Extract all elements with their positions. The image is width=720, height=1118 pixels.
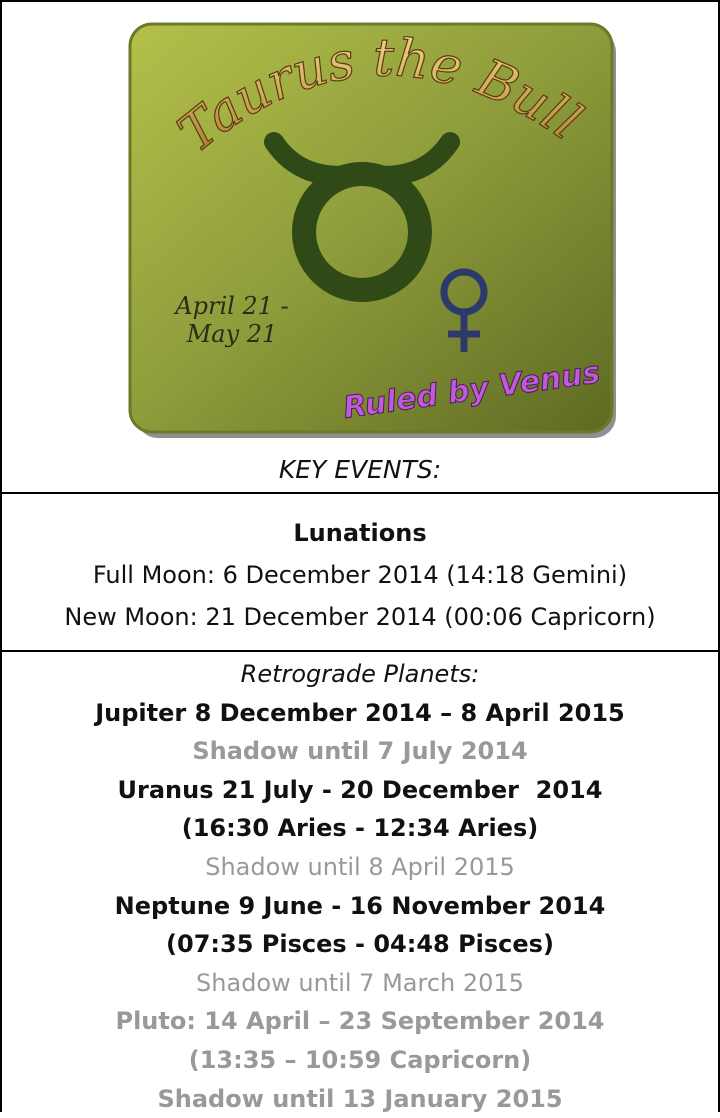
line: (13:35 – 10:59 Capricorn) <box>2 1041 718 1080</box>
lunations-cell: Lunations Full Moon: 6 December 2014 (14… <box>2 494 718 652</box>
line: (16:30 Aries - 12:34 Aries) <box>2 809 718 848</box>
line: Neptune 9 June - 16 November 2014 <box>2 887 718 926</box>
taurus-image: Taurus the Bull April 21 - May 21 Ruled … <box>2 2 718 447</box>
retrograde-cell: Retrograde Planets: Jupiter 8 December 2… <box>2 652 718 1118</box>
full-moon: Full Moon: 6 December 2014 (14:18 Gemini… <box>2 554 718 596</box>
line: Jupiter 8 December 2014 – 8 April 2015 <box>2 694 718 733</box>
image-dates: April 21 - <box>173 292 288 320</box>
heading: Retrograde Planets: <box>2 655 718 694</box>
heading: Lunations <box>2 512 718 554</box>
line: Uranus 21 July - 20 December 2014 <box>2 771 718 810</box>
line: Shadow until 7 July 2014 <box>2 732 718 771</box>
page: Taurus the Bull April 21 - May 21 Ruled … <box>0 0 720 1112</box>
line: (07:35 Pisces - 04:48 Pisces) <box>2 925 718 964</box>
line: Shadow until 8 April 2015 <box>2 848 718 887</box>
line: Shadow until 13 January 2015 <box>2 1080 718 1118</box>
line: Shadow until 7 March 2015 <box>2 964 718 1003</box>
line: Pluto: 14 April – 23 September 2014 <box>2 1002 718 1041</box>
image-cell: Taurus the Bull April 21 - May 21 Ruled … <box>2 2 718 494</box>
new-moon: New Moon: 21 December 2014 (00:06 Capric… <box>2 596 718 638</box>
image-dates: May 21 <box>186 320 278 348</box>
key-events: KEY EVENTS: <box>2 451 718 490</box>
